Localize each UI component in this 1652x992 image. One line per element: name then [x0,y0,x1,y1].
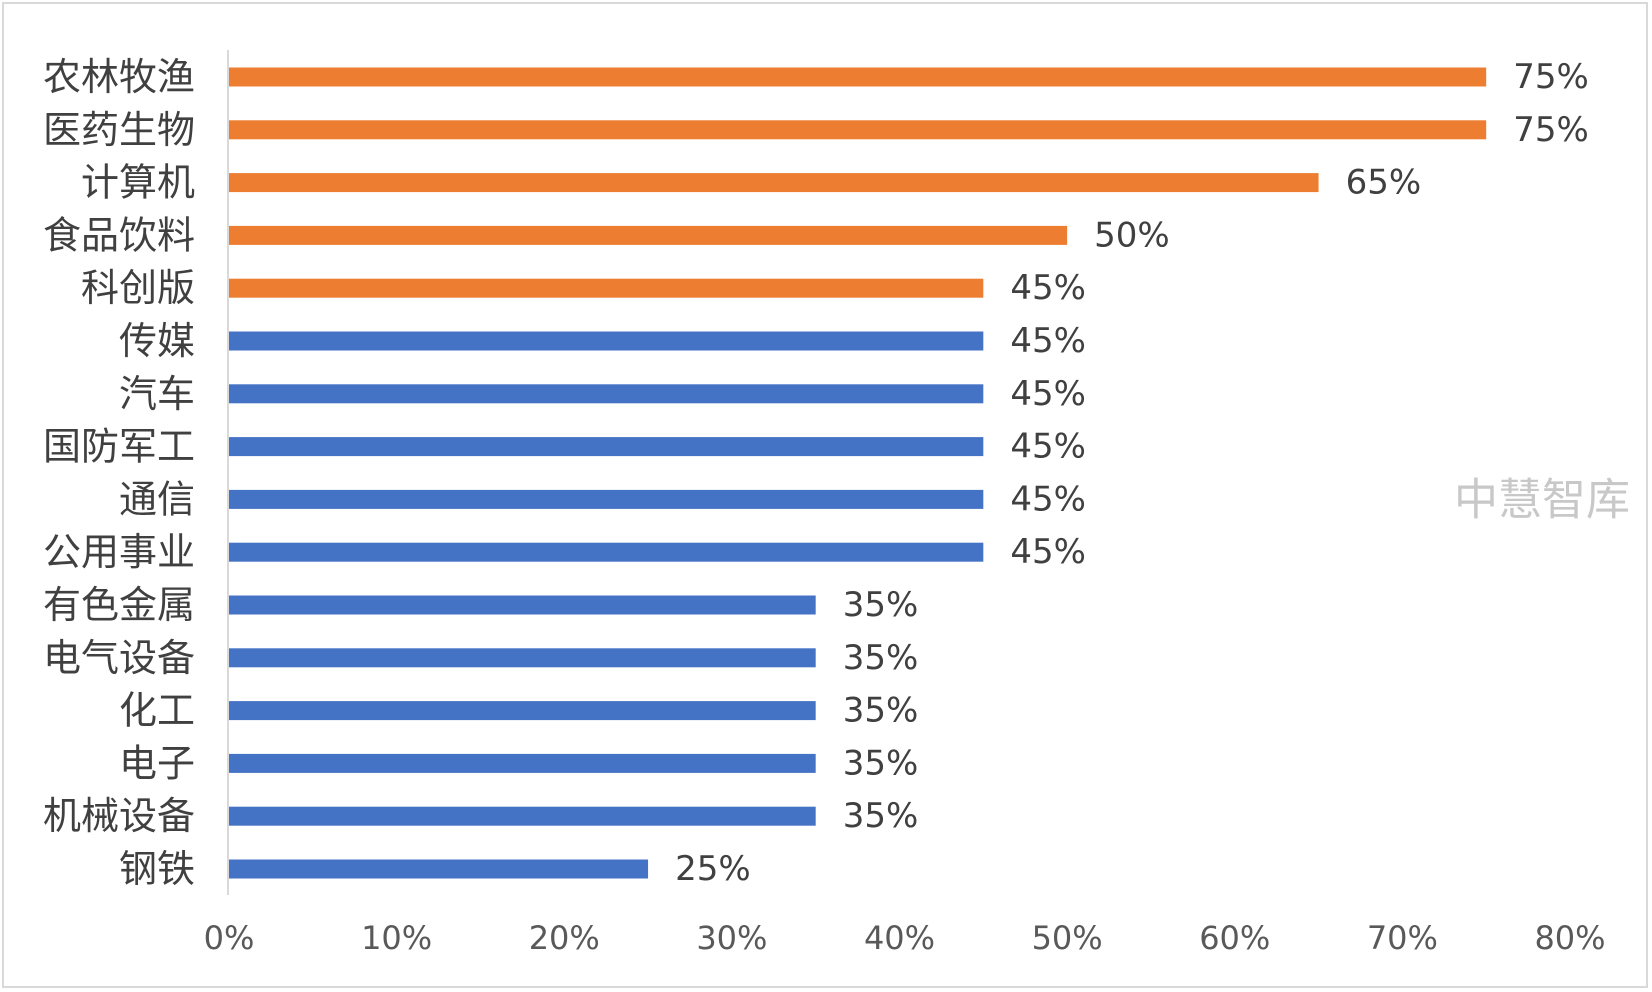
value-label: 45% [1010,532,1086,572]
bar-14 [229,753,816,773]
value-label: 35% [843,743,919,783]
x-tick-label: 70% [1367,919,1438,957]
value-label: 45% [1010,479,1086,519]
bar-12 [229,648,816,668]
category-label: 国防军工 [43,425,195,469]
bar-7 [229,384,984,404]
category-label: 医药生物 [43,108,195,152]
bar-9 [229,489,984,509]
value-label: 35% [843,638,919,678]
bar-5 [229,278,984,298]
category-label: 传媒 [119,319,195,363]
watermark-text: 中慧智库 [1454,475,1630,526]
x-axis-ticks: 0% 10% 20% 30% 40% 50% 60% 70% 80% [204,919,1606,957]
value-label: 25% [675,849,751,889]
value-label: 45% [1010,321,1086,361]
value-label: 35% [843,585,919,625]
category-label: 科创版 [81,266,195,310]
x-tick-label: 20% [529,919,600,957]
value-label: 75% [1513,57,1589,97]
value-labels: 75%75%65%50%45%45%45%45%45%45%35%35%35%3… [675,57,1589,889]
value-label: 75% [1513,110,1589,150]
category-labels: 农林牧渔医药生物计算机食品饮料科创版传媒汽车国防军工通信公用事业有色金属电气设备… [43,55,195,891]
category-label: 电子 [119,741,195,785]
x-tick-label: 30% [696,919,767,957]
bar-16 [229,859,649,879]
x-tick-label: 60% [1199,919,1270,957]
value-label: 45% [1010,268,1086,308]
bar-15 [229,806,816,826]
category-label: 钢铁 [119,847,195,891]
category-label: 有色金属 [43,583,195,627]
x-tick-label: 10% [361,919,432,957]
value-label: 45% [1010,374,1086,414]
value-label: 45% [1010,427,1086,467]
bar-2 [229,120,1487,140]
category-label: 食品饮料 [43,213,195,257]
bar-4 [229,225,1068,245]
bar-3 [229,173,1319,193]
category-label: 机械设备 [43,794,195,838]
bar-8 [229,437,984,457]
bar-1 [229,67,1487,87]
category-label: 电气设备 [43,636,195,680]
category-label: 公用事业 [43,530,195,574]
value-label: 65% [1346,163,1422,203]
category-label: 农林牧渔 [43,55,195,99]
category-label: 计算机 [81,161,195,205]
category-label: 汽车 [119,372,195,416]
bar-13 [229,701,816,721]
category-label: 通信 [119,477,195,521]
bar-6 [229,331,984,351]
x-tick-label: 40% [864,919,935,957]
x-tick-label: 80% [1534,919,1605,957]
value-label: 35% [843,691,919,731]
value-label: 35% [843,796,919,836]
bar-10 [229,542,984,562]
bars-group [229,67,1487,879]
x-tick-label: 0% [204,919,255,957]
category-label: 化工 [119,689,195,733]
x-tick-label: 50% [1032,919,1103,957]
bar-11 [229,595,816,615]
value-label: 50% [1094,215,1170,255]
